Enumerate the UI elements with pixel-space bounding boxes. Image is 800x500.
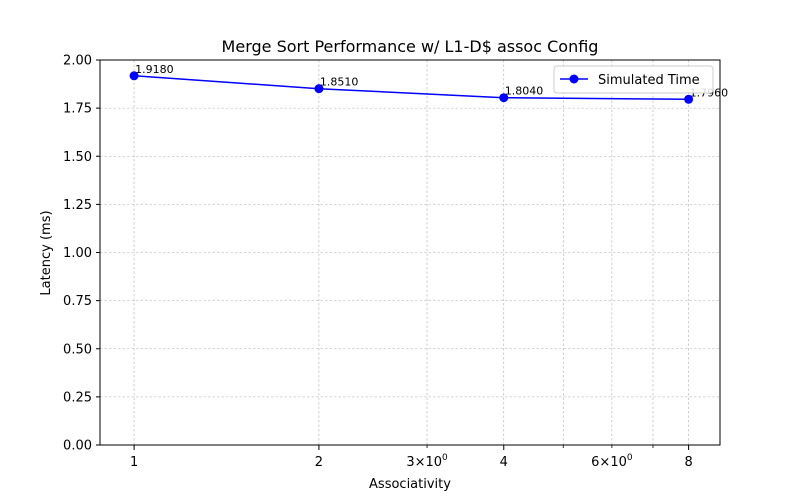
data-point [684, 94, 694, 104]
legend: Simulated Time [553, 65, 714, 94]
y-tick-label: 1.00 [63, 246, 92, 261]
y-tick-label: 1.75 [63, 102, 92, 117]
y-tick-label: 0.50 [63, 342, 92, 357]
y-tick-label: 1.25 [63, 198, 92, 213]
data-label: 1.8040 [505, 85, 544, 98]
y-tick-label: 0.75 [63, 294, 92, 309]
y-tick-label: 1.50 [63, 150, 92, 165]
grid-lines [100, 59, 720, 446]
data-label: 1.9180 [135, 63, 174, 76]
data-point [499, 93, 509, 103]
y-tick-label: 0.25 [63, 390, 92, 405]
y-tick-label: 2.00 [63, 54, 92, 69]
data-label: 1.8510 [320, 76, 359, 89]
y-axis-label: Latency (ms) [39, 210, 54, 295]
x-minor-tick-exponent: 0 [627, 453, 633, 463]
x-tick-label: 8 [684, 455, 692, 470]
data-point [129, 71, 139, 81]
x-minor-tick-label: 6×100 [591, 453, 633, 470]
series-line [134, 75, 689, 101]
y-tick-label: 0.00 [63, 439, 92, 454]
x-minor-tick-label: 3×100 [406, 453, 448, 470]
x-axis-label: Associativity [369, 477, 451, 492]
x-tick-label: 1 [130, 455, 138, 470]
data-point [314, 84, 324, 94]
axis-ticks: 0.00 0.25 0.50 0.75 1.00 1.25 1.50 1.75 2.00 1 2 4 8… [63, 54, 693, 471]
legend-label: Simulated Time [598, 73, 700, 88]
x-minor-tick-base: 3 [406, 455, 414, 470]
legend-frame [553, 65, 714, 94]
chart-title: Merge Sort Performance w/ L1-D$ assoc Co… [222, 37, 599, 56]
x-tick-label: 4 [500, 455, 508, 470]
x-minor-tick-base: 6 [591, 455, 599, 470]
x-tick-label: 2 [315, 455, 323, 470]
legend-marker [569, 74, 579, 84]
x-minor-tick-exponent: 0 [442, 453, 448, 463]
